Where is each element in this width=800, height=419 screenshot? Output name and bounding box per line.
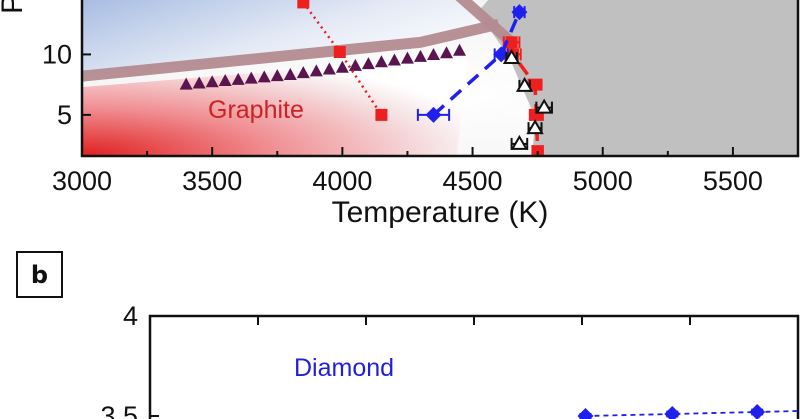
phase-regions: [82, 0, 798, 156]
region-label-diamond: Diamond: [294, 354, 394, 382]
data-point: [375, 108, 388, 121]
data-point: [502, 49, 521, 65]
panel-a-phase-diagram: 3000 3500 4000 4500 5000 5500 5 10 Temperature …: [0, 0, 800, 229]
data-point: [400, 51, 414, 64]
panel-letter-box: [16, 251, 63, 298]
series-b-0: [577, 404, 799, 419]
y-axis-title-fragment: P: [0, 0, 29, 14]
tick-labels: 3000 3500 4000 4500 5000 5500 5 10: [42, 39, 763, 196]
axes-frame-lines: [80, 0, 800, 158]
data-point: [531, 145, 544, 156]
panel-letter-b: b: [31, 261, 48, 289]
y-tick-label: 5: [57, 100, 72, 130]
data-point: [453, 43, 467, 56]
series-0: [179, 43, 467, 90]
phase-boundary-0: [82, 18, 500, 82]
x-tick-label: 3500: [182, 166, 242, 196]
data-point: [577, 408, 594, 419]
series-2: [502, 36, 544, 156]
data-point: [440, 46, 454, 59]
data-point: [511, 4, 528, 21]
data-series: [179, 0, 553, 156]
y-tick-label: 10: [42, 39, 72, 69]
data-point: [664, 406, 681, 419]
axes-frame-b-lines: [148, 314, 800, 419]
series-4: [502, 49, 553, 150]
data-point: [296, 66, 310, 79]
data-point: [426, 48, 440, 61]
data-point: [205, 75, 219, 88]
tick-marks-b: [150, 315, 691, 417]
data-point: [218, 74, 232, 87]
data-point: [244, 71, 258, 84]
phase-boundary-1: [455, 0, 516, 47]
x-tick-label: 4500: [443, 166, 503, 196]
data-point: [529, 78, 542, 91]
x-tick-label: 4000: [312, 166, 372, 196]
data-point: [374, 55, 388, 68]
data-point: [348, 58, 362, 71]
axes-frame-b: [148, 314, 800, 419]
y-tick-label-b: 4: [123, 301, 138, 331]
tick-labels-b: 43.5: [100, 301, 138, 419]
data-point: [333, 46, 346, 58]
data-point: [309, 64, 323, 77]
tick-marks: [81, 53, 734, 156]
region-diamond: [82, 0, 504, 77]
x-tick-label: 3000: [52, 166, 112, 196]
data-point: [535, 98, 553, 114]
data-point: [526, 119, 544, 135]
data-point: [231, 72, 245, 85]
data-point: [335, 60, 349, 73]
data-point: [192, 76, 206, 89]
phase-boundaries: [82, 0, 516, 82]
region-label-graphite: Graphite: [208, 96, 304, 124]
data-point: [387, 53, 401, 66]
data-point: [297, 0, 310, 9]
series-line-b: [585, 410, 799, 417]
data-point: [510, 134, 529, 150]
x-axis-title: Temperature (K): [332, 196, 549, 229]
data-point: [283, 67, 297, 80]
data-point: [413, 49, 427, 62]
data-point: [361, 57, 375, 70]
data-point: [322, 62, 336, 75]
region-liquid: [477, 0, 798, 156]
panel-b-chart: b 43.5 Diamond: [16, 251, 800, 419]
series-1: [297, 0, 388, 121]
data-point: [270, 69, 284, 82]
region-graphite: [82, 59, 468, 156]
axes-frame: [80, 0, 800, 158]
series-3: [416, 4, 528, 123]
x-tick-label: 5000: [573, 166, 633, 196]
data-point: [493, 46, 510, 63]
data-point: [257, 70, 271, 83]
data-point: [749, 404, 766, 419]
y-tick-label-b: 3.5: [100, 401, 138, 419]
data-point: [425, 106, 442, 123]
series-line-3: [432, 11, 522, 117]
x-tick-label: 5500: [703, 166, 763, 196]
data-point: [505, 36, 518, 49]
data-point: [515, 76, 534, 92]
data-point: [179, 77, 193, 90]
data-series-b: [577, 404, 799, 419]
